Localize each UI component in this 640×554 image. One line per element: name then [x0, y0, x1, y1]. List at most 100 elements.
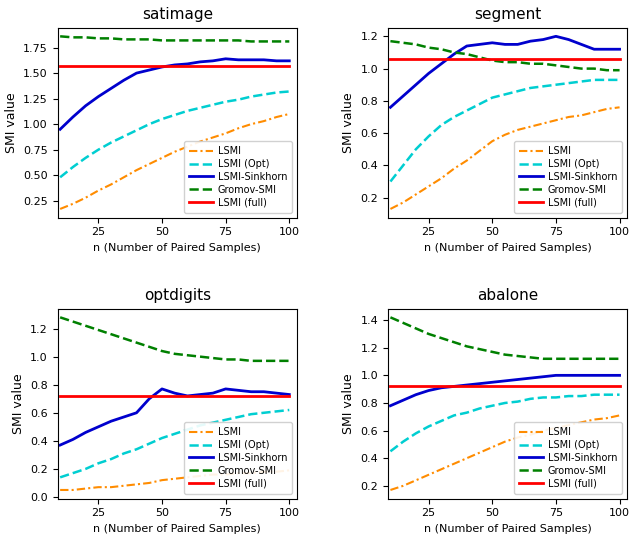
LSMI (Opt): [476, 405, 483, 412]
LSMI (full): [412, 383, 420, 389]
LSMI (full): [158, 393, 166, 399]
LSMI (Opt): [590, 76, 598, 83]
LSMI: [108, 484, 115, 490]
Gromov-SMI: [132, 36, 140, 43]
LSMI (full): [399, 383, 407, 389]
LSMI (full): [552, 55, 560, 62]
Gromov-SMI: [273, 357, 280, 364]
LSMI-Sinkhorn: [476, 380, 483, 387]
Line: LSMI: LSMI: [60, 114, 289, 209]
LSMI (Opt): [273, 89, 280, 96]
LSMI (full): [463, 55, 470, 62]
LSMI (full): [399, 55, 407, 62]
LSMI-Sinkhorn: [234, 387, 242, 394]
LSMI (Opt): [399, 162, 407, 169]
LSMI-Sinkhorn: [590, 46, 598, 53]
LSMI (full): [590, 55, 598, 62]
Gromov-SMI: [616, 67, 623, 74]
LSMI (full): [565, 55, 573, 62]
Gromov-SMI: [132, 339, 140, 346]
Gromov-SMI: [450, 339, 458, 346]
Gromov-SMI: [616, 356, 623, 362]
Legend: LSMI, LSMI (Opt), LSMI-Sinkhorn, Gromov-SMI, LSMI (full): LSMI, LSMI (Opt), LSMI-Sinkhorn, Gromov-…: [184, 422, 292, 494]
Gromov-SMI: [577, 356, 585, 362]
LSMI (Opt): [565, 393, 573, 399]
Line: LSMI-Sinkhorn: LSMI-Sinkhorn: [60, 389, 289, 445]
LSMI: [209, 471, 217, 478]
Gromov-SMI: [540, 356, 547, 362]
LSMI-Sinkhorn: [184, 60, 191, 67]
LSMI (full): [234, 63, 242, 69]
Line: LSMI: LSMI: [390, 416, 620, 490]
LSMI-Sinkhorn: [95, 423, 102, 430]
LSMI: [184, 143, 191, 150]
LSMI: [412, 191, 420, 198]
LSMI (Opt): [412, 146, 420, 152]
LSMI: [552, 117, 560, 124]
Y-axis label: SMI value: SMI value: [342, 93, 355, 153]
Gromov-SMI: [387, 38, 394, 44]
LSMI (Opt): [501, 399, 509, 406]
LSMI (Opt): [120, 133, 127, 140]
LSMI-Sinkhorn: [488, 379, 496, 386]
LSMI: [247, 470, 255, 476]
LSMI-Sinkhorn: [260, 388, 268, 395]
LSMI: [285, 467, 293, 474]
LSMI-Sinkhorn: [82, 429, 90, 436]
LSMI: [120, 174, 127, 181]
LSMI (Opt): [577, 393, 585, 399]
LSMI (full): [120, 63, 127, 69]
LSMI (Opt): [527, 85, 534, 91]
LSMI-Sinkhorn: [69, 436, 77, 443]
LSMI-Sinkhorn: [158, 386, 166, 392]
LSMI: [132, 167, 140, 173]
LSMI: [488, 138, 496, 145]
Gromov-SMI: [412, 41, 420, 48]
LSMI: [120, 483, 127, 489]
Gromov-SMI: [184, 352, 191, 358]
LSMI: [56, 486, 64, 493]
Gromov-SMI: [463, 51, 470, 58]
LSMI: [514, 434, 522, 441]
Title: optdigits: optdigits: [144, 289, 211, 304]
LSMI (Opt): [540, 83, 547, 90]
LSMI-Sinkhorn: [501, 41, 509, 48]
Gromov-SMI: [527, 60, 534, 67]
LSMI (full): [540, 383, 547, 389]
LSMI (Opt): [260, 409, 268, 416]
Gromov-SMI: [425, 44, 433, 51]
LSMI-Sinkhorn: [285, 391, 293, 398]
Gromov-SMI: [120, 36, 127, 43]
LSMI (full): [184, 63, 191, 69]
LSMI (Opt): [527, 396, 534, 402]
Gromov-SMI: [158, 348, 166, 355]
LSMI: [234, 125, 242, 132]
LSMI-Sinkhorn: [132, 409, 140, 416]
LSMI: [565, 114, 573, 120]
Gromov-SMI: [552, 356, 560, 362]
LSMI-Sinkhorn: [247, 388, 255, 395]
LSMI (Opt): [196, 105, 204, 111]
LSMI (Opt): [184, 426, 191, 433]
Gromov-SMI: [69, 34, 77, 40]
LSMI: [603, 415, 611, 422]
LSMI: [527, 432, 534, 438]
Gromov-SMI: [565, 64, 573, 70]
LSMI: [399, 483, 407, 489]
LSMI (full): [95, 393, 102, 399]
Gromov-SMI: [234, 356, 242, 363]
X-axis label: n (Number of Paired Samples): n (Number of Paired Samples): [424, 243, 591, 253]
LSMI-Sinkhorn: [514, 41, 522, 48]
LSMI (full): [476, 55, 483, 62]
LSMI: [476, 147, 483, 154]
X-axis label: n (Number of Paired Samples): n (Number of Paired Samples): [424, 524, 591, 534]
LSMI: [285, 111, 293, 117]
LSMI (full): [438, 383, 445, 389]
LSMI (Opt): [565, 80, 573, 86]
LSMI (Opt): [158, 116, 166, 122]
LSMI: [145, 161, 153, 167]
Gromov-SMI: [603, 67, 611, 74]
Gromov-SMI: [145, 343, 153, 350]
Line: Gromov-SMI: Gromov-SMI: [60, 37, 289, 42]
X-axis label: n (Number of Paired Samples): n (Number of Paired Samples): [93, 524, 261, 534]
